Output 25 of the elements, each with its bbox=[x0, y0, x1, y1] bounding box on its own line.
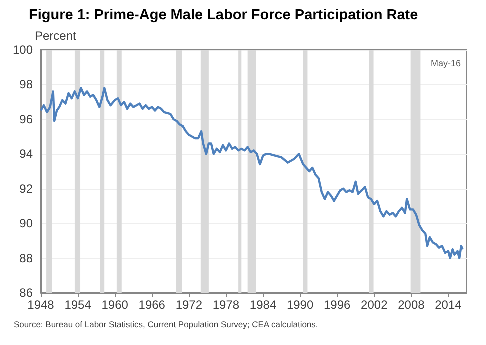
line-series bbox=[40, 87, 464, 260]
x-tick-label: 1996 bbox=[324, 298, 352, 312]
x-tick-label: 1966 bbox=[138, 298, 166, 312]
x-tick-label: 2014 bbox=[435, 298, 462, 312]
y-tick-label: 92 bbox=[20, 182, 34, 196]
y-axis-title: Percent bbox=[35, 29, 78, 43]
y-tick-label: 94 bbox=[20, 147, 34, 162]
x-tick-label: 1954 bbox=[64, 298, 92, 312]
y-tick-label: 98 bbox=[20, 78, 34, 92]
x-tick-label: 1948 bbox=[28, 298, 55, 312]
x-tick-label: 1960 bbox=[102, 298, 129, 312]
x-tick-label: 1984 bbox=[250, 298, 277, 312]
y-tick-label: 100 bbox=[12, 43, 34, 57]
x-tick-label: 1990 bbox=[286, 298, 314, 312]
y-tick-label: 96 bbox=[20, 112, 34, 126]
y-tick-label: 86 bbox=[20, 286, 34, 300]
chart-title: Figure 1: Prime-Age Male Labor Force Participation Rate bbox=[29, 8, 418, 24]
annotation: May-16 bbox=[430, 58, 462, 68]
source-note: Source: Bureau of Labor Statistics, Current Population Survey; CEA calculations. bbox=[14, 320, 318, 330]
y-tick-label: 90 bbox=[20, 216, 34, 231]
x-tick-label: 1978 bbox=[212, 298, 240, 312]
x-tick-label: 1972 bbox=[176, 298, 203, 312]
x-tick-label: 2002 bbox=[361, 298, 388, 312]
x-tick-label: 2008 bbox=[398, 298, 426, 312]
y-tick-label: 88 bbox=[20, 251, 34, 266]
